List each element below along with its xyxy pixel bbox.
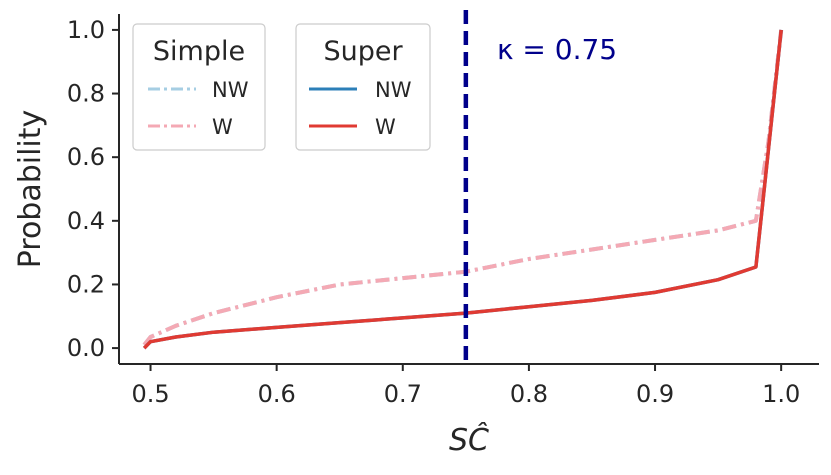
y-tick-label: 1.0: [67, 16, 105, 44]
x-tick-label: 0.8: [510, 380, 548, 408]
threshold-annotation: κ = 0.75: [497, 33, 617, 66]
y-ticks: 0.0 0.2 0.4 0.6 0.8 1.0: [67, 16, 119, 362]
x-tick-label: 0.9: [636, 380, 674, 408]
legend-simple-w-label: W: [212, 115, 233, 139]
x-tick-label: 0.5: [131, 380, 169, 408]
legend-super-nw-label: NW: [375, 78, 412, 102]
legend-simple: Simple NW W: [132, 23, 266, 151]
legend-super-w-label: W: [375, 115, 396, 139]
legend-simple-nw-label: NW: [212, 78, 249, 102]
x-tick-label: 0.7: [384, 380, 422, 408]
x-axis-label: SĈ: [449, 421, 489, 458]
y-tick-label: 0.0: [67, 334, 105, 362]
axes: [118, 14, 819, 365]
x-tick-label: 0.6: [258, 380, 296, 408]
legend-super-title: Super: [323, 36, 403, 67]
y-axis-label: Probability: [13, 110, 48, 269]
y-tick-label: 0.6: [67, 143, 105, 171]
y-tick-label: 0.8: [67, 80, 105, 108]
x-tick-label: 1.0: [762, 380, 800, 408]
x-ticks: 0.5 0.6 0.7 0.8 0.9 1.0: [131, 364, 800, 408]
series-line-super-w: [142, 29, 783, 350]
legend-super: Super NW W: [295, 23, 431, 151]
y-tick-label: 0.4: [67, 207, 105, 235]
y-tick-label: 0.2: [67, 270, 105, 298]
legend-simple-title: Simple: [153, 36, 245, 67]
legend-super-frame: [295, 23, 431, 151]
legend-simple-frame: [132, 23, 266, 151]
